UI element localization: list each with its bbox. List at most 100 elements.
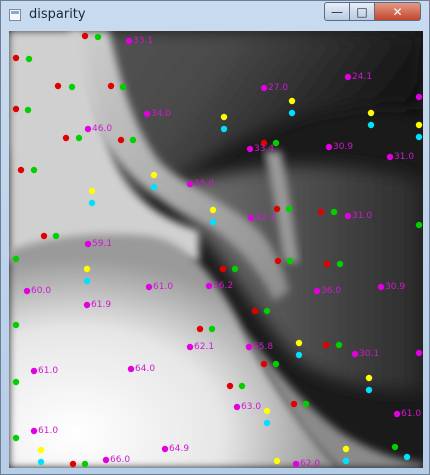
minimize-icon: — [331,4,343,19]
yellow-keypoint-dot [295,339,303,347]
disparity-value-label: 46.0 [92,124,112,134]
disparity-point-dot [125,37,133,45]
disparity-point-dot [186,180,194,188]
disparity-point-dot [143,110,151,118]
green-keypoint-dot [94,33,102,41]
cyan-keypoint-dot [367,121,375,129]
green-keypoint-dot [12,378,20,386]
red-keypoint-dot [196,325,204,333]
red-keypoint-dot [273,205,281,213]
disparity-point-dot [377,283,385,291]
green-keypoint-dot [391,443,399,451]
yellow-keypoint-dot [83,265,91,273]
disparity-point-dot [344,212,352,220]
red-keypoint-dot [290,400,298,408]
disparity-value-label: 61.0 [401,409,421,419]
bright-foreground-region [9,234,339,468]
disparity-point-dot [23,287,31,295]
red-keypoint-dot [322,341,330,349]
close-icon: ✕ [392,4,403,19]
red-keypoint-dot [317,208,325,216]
disparity-point-dot [344,73,352,81]
disparity-point-dot [84,125,92,133]
red-keypoint-dot [62,134,70,142]
disparity-point-dot [325,143,333,151]
disparity-point-dot [313,287,321,295]
disparity-value-label: 61.0 [38,426,58,436]
yellow-keypoint-dot [365,374,373,382]
disparity-point-dot [145,283,153,291]
green-keypoint-dot [52,232,60,240]
disparity-point-dot [351,350,359,358]
disparity-value-label: 64.0 [135,364,155,374]
cyan-keypoint-dot [88,199,96,207]
green-keypoint-dot [263,307,271,315]
disparity-value-label: 31.0 [352,211,372,221]
keypoint-layer [12,32,423,468]
disparity-value-label: 55.8 [253,342,273,352]
disparity-value-label: 62.1 [194,342,214,352]
cyan-keypoint-dot [209,218,217,226]
magenta-keypoint-dot [415,349,423,357]
disparity-image-canvas[interactable]: 33.1 27.0 24.1 34.0 46.0 33.4 30.9 31.0 35.0 32.1… [9,31,423,469]
app-window-icon [9,9,21,21]
disparity-point-dot [84,240,92,248]
maximize-button[interactable]: □ [349,2,375,21]
disparity-value-label: 35.0 [194,179,214,189]
disparity-point-dot [161,445,169,453]
cyan-keypoint-dot [403,453,411,461]
disparity-label-layer: 33.1 27.0 24.1 34.0 46.0 33.4 30.9 31.0 35.0 32.1… [23,36,421,469]
green-keypoint-dot [336,260,344,268]
green-keypoint-dot [30,166,38,174]
close-button[interactable]: ✕ [374,2,421,21]
cyan-keypoint-dot [150,183,158,191]
green-keypoint-dot [24,106,32,114]
disparity-map: 33.1 27.0 24.1 34.0 46.0 33.4 30.9 31.0 35.0 32.1… [9,31,423,469]
yellow-keypoint-dot [415,121,423,129]
red-keypoint-dot [219,265,227,273]
title-bar[interactable]: disparity — □ ✕ [1,1,429,31]
red-keypoint-dot [69,460,77,468]
red-keypoint-dot [260,360,268,368]
disparity-value-label: 30.9 [385,282,405,292]
disparity-point-dot [102,456,110,464]
cyan-keypoint-dot [342,457,350,465]
disparity-point-dot [30,427,38,435]
maximize-icon: □ [356,4,368,19]
green-keypoint-dot [12,255,20,263]
red-keypoint-dot [226,382,234,390]
disparity-value-label: 61.9 [91,300,111,310]
green-keypoint-dot [208,325,216,333]
disparity-point-dot [246,145,254,153]
disparity-value-label: 56.2 [213,281,233,291]
green-keypoint-dot [415,221,423,229]
disparity-point-dot [233,403,241,411]
disparity-point-dot [83,301,91,309]
disparity-point-dot [260,84,268,92]
green-keypoint-dot [75,134,83,142]
green-keypoint-dot [286,257,294,265]
yellow-keypoint-dot [88,187,96,195]
green-keypoint-dot [272,139,280,147]
disparity-value-label: 62.0 [300,459,320,468]
disparity-value-label: 31.0 [394,152,414,162]
disparity-value-label: 32.1 [255,213,275,223]
window-title: disparity [29,7,86,22]
green-keypoint-dot [25,55,33,63]
cyan-keypoint-dot [83,277,91,285]
yellow-keypoint-dot [37,446,45,454]
yellow-keypoint-dot [220,113,228,121]
red-keypoint-dot [251,307,259,315]
disparity-point-dot [386,153,394,161]
cyan-keypoint-dot [220,125,228,133]
green-keypoint-dot [129,136,137,144]
disparity-value-label: 60.0 [31,286,51,296]
disparity-value-label: 36.0 [321,286,341,296]
minimize-button[interactable]: — [324,2,350,21]
green-keypoint-dot [12,434,20,442]
yellow-keypoint-dot [150,171,158,179]
green-keypoint-dot [335,341,343,349]
disparity-point-dot [127,365,135,373]
disparity-point-dot [186,343,194,351]
